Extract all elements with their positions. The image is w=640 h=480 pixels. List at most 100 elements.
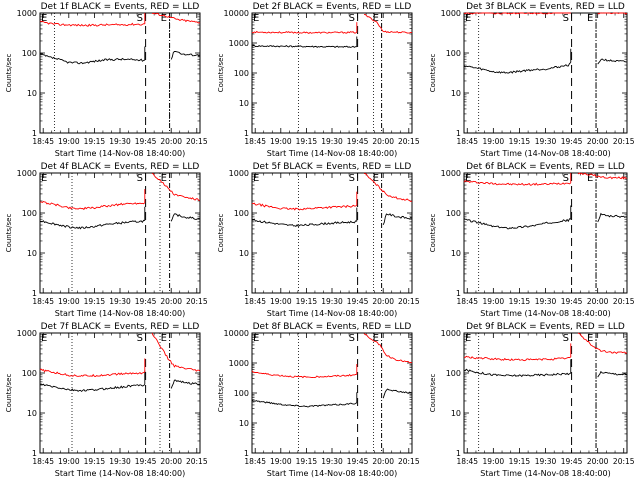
y-tick-label: 1 (456, 289, 461, 298)
plot-frame (463, 12, 628, 134)
marker-label-s: S (563, 173, 569, 184)
lld-series-line-after (152, 12, 201, 24)
marker-label-s: S (349, 173, 355, 184)
lld-series-line-after (363, 173, 413, 203)
lld-series-line (39, 200, 146, 211)
x-axis-label: Start Time (14-Nov-08 18:40:00) (55, 149, 185, 158)
marker-label-e: E (41, 13, 47, 24)
x-axis-label: Start Time (14-Nov-08 18:40:00) (480, 149, 610, 158)
y-tick-label: 100 (446, 49, 461, 58)
y-axis-label: Counts/sec (5, 54, 13, 93)
chart-panel-7: Det 7f BLACK = Events, RED = LLD Counts/s… (5, 322, 208, 478)
x-tick-label: 19:45 (347, 137, 369, 146)
y-tick-label: 1 (32, 289, 37, 298)
lld-series-line (39, 20, 145, 27)
y-tick-label: 10 (451, 249, 461, 258)
events-series-line (39, 383, 146, 393)
x-tick-label: 19:00 (483, 457, 505, 466)
marker-label-e: E (587, 173, 593, 184)
y-tick-label: 10000 (224, 329, 249, 338)
chart-panel-9: Det 9f BLACK = Events, RED = LLD Counts/s… (429, 322, 635, 478)
x-tick-label: 19:15 (296, 297, 318, 306)
marker-label-e: E (253, 13, 259, 24)
x-axis-label: Start Time (14-Nov-08 18:40:00) (480, 309, 610, 318)
marker-label-e: E (253, 173, 259, 184)
plot-frame (251, 332, 413, 454)
events-series-line-after (597, 370, 628, 378)
y-tick-label: 100 (234, 209, 249, 218)
x-tick-label: 19:15 (296, 457, 318, 466)
x-tick-label: 19:15 (84, 297, 106, 306)
marker-label-s: S (349, 333, 355, 344)
y-axis-label: Counts/sec (429, 374, 437, 413)
marker-label-e: E (161, 13, 167, 24)
y-tick-label: 10 (27, 89, 37, 98)
events-series-line-after (170, 379, 201, 389)
marker-label-e: E (41, 173, 47, 184)
y-tick-label: 1000 (229, 169, 249, 178)
x-tick-label: 19:30 (109, 297, 131, 306)
y-tick-label: 1 (244, 449, 249, 458)
marker-label-e: E (465, 173, 471, 184)
y-tick-label: 1000 (17, 169, 37, 178)
events-series-line-after (170, 213, 201, 222)
x-tick-label: 19:00 (270, 297, 292, 306)
y-tick-label: 1000 (229, 359, 249, 368)
y-tick-label: 10 (27, 409, 37, 418)
chart-title: Det 2f BLACK = Events, RED = LLD (253, 2, 412, 12)
events-series-line (251, 399, 358, 408)
x-tick-label: 18:45 (456, 137, 478, 146)
lld-series-line (463, 355, 571, 362)
x-tick-label: 19:00 (58, 297, 80, 306)
chart-panel-1: Det 1f BLACK = Events, RED = LLD Counts/s… (5, 2, 208, 158)
y-tick-label: 1000 (17, 9, 37, 18)
x-tick-label: 19:45 (561, 457, 583, 466)
events-series-line (39, 219, 145, 230)
lld-series-line (463, 180, 572, 186)
x-tick-label: 20:00 (587, 137, 609, 146)
events-series-line (463, 218, 571, 230)
y-tick-label: 1000 (17, 329, 37, 338)
events-series-line (39, 53, 145, 65)
y-tick-label: 100 (22, 49, 37, 58)
lld-series-line (251, 30, 357, 34)
y-tick-label: 100 (234, 69, 249, 78)
chart-title: Det 1f BLACK = Events, RED = LLD (41, 2, 200, 12)
y-tick-label: 1000 (441, 329, 461, 338)
marker-label-s: S (563, 13, 569, 24)
x-tick-label: 18:45 (244, 457, 266, 466)
y-axis-label: Counts/sec (217, 374, 225, 413)
y-tick-label: 1000 (229, 39, 249, 48)
x-tick-label: 19:00 (270, 137, 292, 146)
x-tick-label: 19:30 (535, 297, 557, 306)
events-series-line-after (597, 212, 628, 223)
y-axis-label: Counts/sec (5, 214, 13, 253)
x-tick-label: 20:15 (186, 137, 208, 146)
x-tick-label: 20:00 (372, 457, 394, 466)
x-tick-label: 19:00 (483, 137, 505, 146)
marker-label-e: E (465, 13, 471, 24)
y-tick-label: 10 (451, 409, 461, 418)
chart-title: Det 5f BLACK = Events, RED = LLD (253, 162, 412, 172)
x-tick-label: 19:45 (135, 457, 157, 466)
events-series-line-after (382, 213, 413, 225)
x-tick-label: 19:30 (321, 137, 343, 146)
y-tick-label: 100 (446, 369, 461, 378)
plot-frame (463, 172, 628, 294)
chart-title: Det 6f BLACK = Events, RED = LLD (466, 162, 625, 172)
x-tick-label: 20:00 (160, 137, 182, 146)
events-series-line-after (382, 388, 413, 399)
events-series-line (463, 62, 572, 74)
y-tick-label: 1000 (441, 9, 461, 18)
x-tick-label: 19:15 (509, 137, 531, 146)
marker-label-e: E (373, 173, 379, 184)
x-axis-label: Start Time (14-Nov-08 18:40:00) (480, 469, 610, 478)
x-tick-label: 20:15 (398, 297, 420, 306)
marker-label-e: E (465, 333, 471, 344)
x-tick-label: 20:00 (372, 137, 394, 146)
x-tick-label: 19:00 (483, 297, 505, 306)
x-tick-label: 19:15 (509, 457, 531, 466)
x-tick-label: 20:15 (398, 457, 420, 466)
x-tick-label: 19:30 (109, 457, 131, 466)
events-series-line-after (597, 58, 628, 65)
